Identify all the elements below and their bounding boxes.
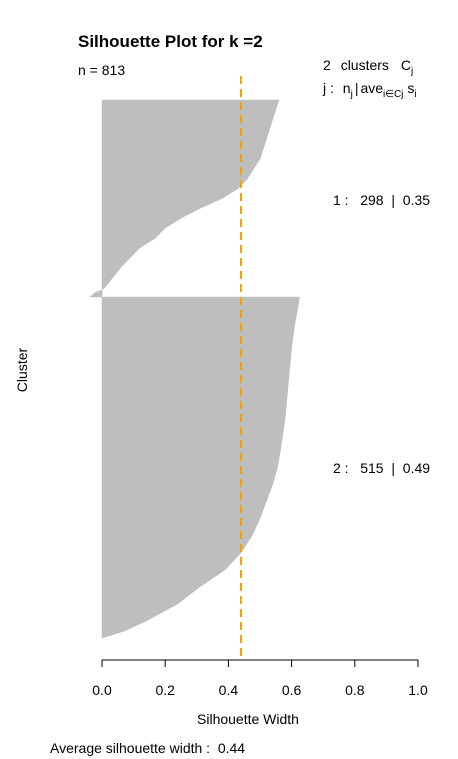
legend-cluster-count: 2	[323, 57, 331, 73]
x-axis-ticks: 0.0 0.2 0.4 0.6 0.8 1.0	[92, 660, 428, 698]
legend-cluster-symbol: C	[401, 57, 411, 73]
x-tick-label: 0.8	[345, 682, 365, 698]
legend-ave-label: ave	[360, 80, 383, 96]
x-tick-label: 0.4	[219, 682, 239, 698]
x-tick-label: 0.6	[282, 682, 302, 698]
x-tick-label: 1.0	[408, 682, 428, 698]
cluster-1-silhouette-bars	[88, 99, 280, 298]
legend-s-label: s	[407, 80, 414, 96]
legend-n-label: n	[343, 80, 351, 96]
legend-separator: |	[355, 80, 359, 96]
x-tick-label: 0.2	[155, 682, 175, 698]
cluster-2-label: 2 : 515 | 0.49	[333, 460, 430, 476]
cluster-2-silhouette-bars	[101, 296, 300, 639]
legend-ave-sub: i∈Cj	[383, 89, 403, 100]
legend-s-sub: i	[414, 89, 416, 100]
legend-j-label: j :	[322, 80, 334, 96]
y-axis-label: Cluster	[14, 347, 30, 392]
x-tick-label: 0.0	[92, 682, 112, 698]
legend-subheader: j : nj | avei∈Cj si	[322, 80, 417, 100]
sample-size-label: n = 813	[78, 62, 125, 78]
legend-cluster-word: clusters	[341, 57, 389, 73]
x-axis-label: Silhouette Width	[197, 711, 299, 727]
legend-n-sub: j	[350, 89, 353, 100]
average-width-label: Average silhouette width : 0.44	[50, 740, 245, 756]
chart-title: Silhouette Plot for k =2	[78, 32, 263, 51]
legend-cluster-symbol-sub: j	[410, 66, 413, 77]
cluster-1-label: 1 : 298 | 0.35	[333, 192, 430, 208]
legend-header: 2 clusters Cj	[323, 57, 413, 77]
